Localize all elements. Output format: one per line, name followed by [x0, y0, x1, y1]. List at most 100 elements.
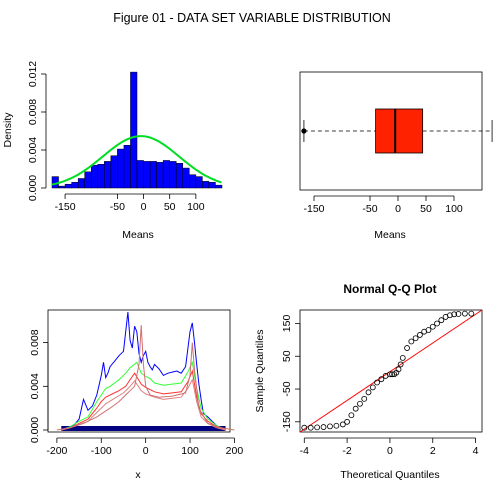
qq-points [302, 311, 474, 430]
y-tick-label: 0.000 [27, 175, 39, 201]
x-tick-label: 100 [445, 203, 463, 215]
x-tick-label: 50 [420, 203, 432, 215]
histogram-bar [150, 161, 157, 188]
y-tick-label: 0.008 [27, 99, 39, 125]
outlier-point [301, 128, 306, 133]
histogram-ylabel: Density [2, 112, 14, 148]
histogram-bar [59, 186, 66, 188]
qq-point [366, 390, 371, 395]
x-tick-label: -100 [91, 445, 112, 457]
qq-point [400, 355, 405, 360]
y-tick-label: 0.000 [29, 417, 41, 443]
x-tick-label: 200 [226, 445, 244, 457]
density-lines-axes: -200 -100 0 100 200 0.000 0.004 0.008 [29, 329, 243, 457]
x-tick-label: -150 [303, 203, 324, 215]
histogram-bar [209, 182, 216, 188]
qq-point [321, 425, 326, 430]
histogram-bar [124, 145, 131, 188]
interquartile-box [376, 109, 423, 153]
qq-plot-ylabel: Sample Quantiles [254, 330, 266, 413]
histogram-bar [91, 165, 98, 188]
y-tick-label: 150 [281, 315, 293, 333]
qq-point [417, 332, 422, 337]
qq-reference-line [300, 310, 482, 432]
x-tick-label: -200 [46, 445, 67, 457]
boxplot-xlabel: Means [374, 229, 406, 241]
qq-point [349, 413, 354, 418]
qq-point [345, 419, 350, 424]
density-series-line [57, 325, 235, 430]
x-tick-label: 100 [181, 445, 199, 457]
qq-point [353, 406, 358, 411]
histogram-bar [183, 168, 190, 188]
qq-point [370, 385, 375, 390]
qq-point [334, 423, 339, 428]
density-lines [57, 312, 235, 431]
y-tick-label: 0.004 [29, 373, 41, 399]
x-tick-label: 100 [187, 201, 205, 213]
histogram-bar [65, 184, 72, 188]
histogram-bar [176, 163, 183, 188]
qq-point [430, 324, 435, 329]
qq-plot-xlabel: Theoretical Quantiles [340, 469, 439, 481]
qq-point [315, 425, 320, 430]
histogram-bar [98, 164, 105, 188]
x-tick-label: 0 [395, 203, 401, 215]
y-tick-label: 0.012 [27, 61, 39, 87]
qq-plot-title: Normal Q-Q Plot [343, 282, 436, 296]
qq-point [357, 401, 362, 406]
histogram-axes: -150 -50 0 50 100 0.000 0.004 0.008 0.012 [27, 61, 205, 213]
x-tick-label: -50 [110, 201, 125, 213]
qq-point [327, 424, 332, 429]
x-tick-label: 2 [430, 445, 436, 457]
x-tick-label: 0 [143, 445, 149, 457]
histogram-bar [117, 149, 124, 188]
histogram-bar [157, 162, 164, 188]
qq-point [413, 336, 418, 341]
y-tick-label: 0.008 [29, 329, 41, 355]
histogram-bar [78, 179, 85, 189]
rug-marks [61, 426, 225, 431]
histogram-bar [196, 177, 203, 188]
histogram-bar [85, 172, 92, 188]
qq-point [469, 311, 474, 316]
x-tick-label: 0 [387, 445, 393, 457]
qq-point [426, 328, 431, 333]
density-lines-xlabel: x [135, 469, 141, 481]
qq-point [439, 318, 444, 323]
x-tick-label: -2 [342, 445, 351, 457]
qq-point [409, 339, 414, 344]
histogram-bar [215, 185, 222, 188]
y-tick-label: 50 [281, 350, 293, 362]
qq-point [362, 396, 367, 401]
histogram-bar [202, 181, 209, 188]
y-tick-label: 0.004 [27, 137, 39, 163]
qq-plot-axes: -4 -2 0 2 4 -150 -50 50 150 [281, 315, 479, 457]
qq-point [405, 346, 410, 351]
histogram-xlabel: Means [122, 229, 154, 241]
histogram-bar [72, 182, 79, 188]
histogram-bar [104, 161, 111, 188]
density-lines-panel: -200 -100 0 100 200 0.000 0.004 0.008 x [29, 310, 243, 481]
y-tick-label: -50 [281, 381, 293, 396]
figure-title: Figure 01 - DATA SET VARIABLE DISTRIBUTI… [113, 11, 391, 25]
histogram-bar [144, 161, 151, 188]
x-tick-label: 50 [164, 201, 176, 213]
boxplot-axes: -150 -50 0 50 100 [303, 196, 462, 215]
boxplot-panel: -150 -50 0 50 100 Means [300, 72, 492, 241]
x-tick-label: 0 [141, 201, 147, 213]
qq-plot-panel: Normal Q-Q Plot -4 -2 0 2 4 -150 -50 50 150 Theo… [254, 282, 482, 481]
x-tick-label: -4 [300, 445, 309, 457]
histogram-bar [111, 156, 118, 188]
histogram-bar [163, 160, 170, 188]
qq-point [308, 425, 313, 430]
y-tick-label: -150 [281, 411, 293, 432]
x-tick-label: 4 [473, 445, 479, 457]
qq-point [435, 321, 440, 326]
x-tick-label: -150 [55, 201, 76, 213]
qq-point [462, 311, 467, 316]
x-tick-label: -50 [362, 203, 377, 215]
histogram-bar [137, 160, 144, 188]
